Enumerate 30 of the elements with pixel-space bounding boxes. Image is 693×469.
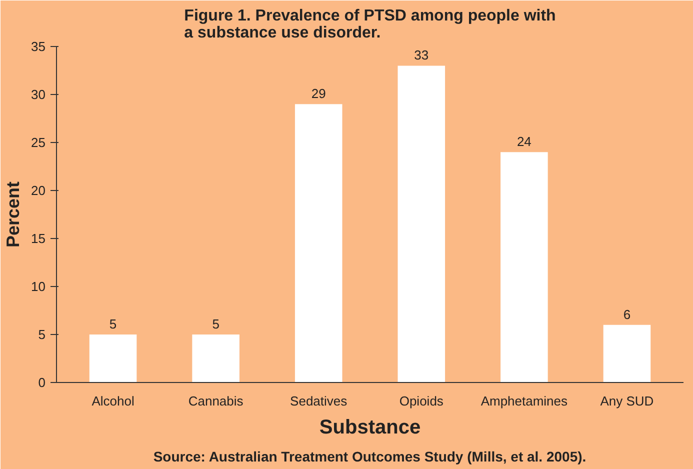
y-tick-label: 20 [31, 183, 46, 198]
y-tick-label: 15 [31, 231, 46, 246]
bar [398, 66, 446, 382]
y-tick-label: 0 [38, 375, 46, 390]
y-tick-label: 30 [31, 87, 46, 102]
data-label: 5 [109, 316, 117, 332]
bar [603, 324, 651, 382]
data-label: 6 [623, 306, 631, 322]
x-tick-label: Alcohol [92, 394, 134, 408]
x-tick-label: Amphetamines [480, 394, 568, 408]
x-tick-label: Opioids [399, 394, 444, 408]
data-label: 33 [414, 48, 429, 63]
y-tick-label: 35 [31, 39, 46, 54]
y-tick-label: 10 [31, 279, 46, 294]
bar [294, 104, 342, 382]
x-axis-title: Substance [319, 416, 421, 438]
source-note: Source: Australian Treatment Outcomes Study (Mills, et al. 2005). [153, 448, 586, 464]
x-tick-label: Sedatives [290, 394, 348, 408]
bar [89, 334, 137, 382]
bar [500, 152, 548, 382]
data-label: 24 [516, 134, 532, 150]
bar [192, 334, 240, 382]
x-tick-label: Cannabis [188, 394, 244, 408]
y-tick-label: 5 [38, 327, 46, 342]
y-axis-title: Percent [3, 181, 24, 248]
data-label: 5 [212, 316, 220, 332]
x-tick-label: Any SUD [600, 394, 654, 408]
y-tick-label: 25 [31, 135, 46, 150]
chart-title: Figure 1. Prevalence of PTSD among people with a substance use disorder. [184, 8, 556, 42]
data-label: 29 [311, 86, 326, 102]
